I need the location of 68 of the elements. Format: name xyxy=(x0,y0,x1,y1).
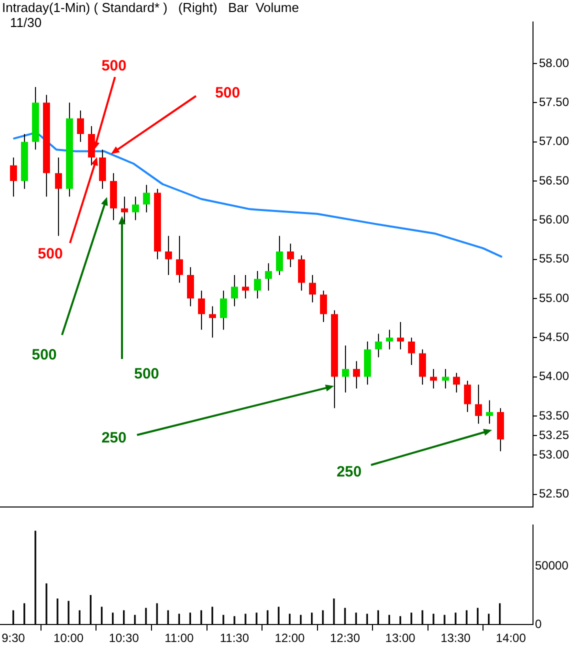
candlestick xyxy=(209,306,216,338)
candlestick xyxy=(231,274,238,307)
candlestick xyxy=(397,321,404,350)
y-tick-label: 56.00 xyxy=(539,212,570,226)
candlestick xyxy=(88,126,95,166)
annotation: 500 xyxy=(215,84,240,102)
y-tick-label: 50000 xyxy=(535,558,569,572)
annotation: 500 xyxy=(134,366,160,383)
y-tick-label: 0 xyxy=(535,616,542,631)
candlestick xyxy=(464,380,471,413)
y-tick-label: 53.00 xyxy=(539,447,570,462)
y-tick-label: 57.00 xyxy=(539,134,570,148)
x-tick-label: 14:00 xyxy=(496,631,526,646)
candlestick xyxy=(276,235,283,276)
annotation: 250 xyxy=(336,464,362,481)
candlestick xyxy=(320,290,327,322)
x-tick-label: 13:30 xyxy=(440,631,471,646)
y-tick-label: 54.00 xyxy=(539,369,570,384)
x-tick-label: 10:30 xyxy=(108,631,140,646)
y-tick-label: 55.00 xyxy=(539,290,570,305)
x-tick-label: 12:30 xyxy=(330,631,360,646)
candlestick xyxy=(475,384,482,424)
candlestick xyxy=(419,348,426,386)
candlestick xyxy=(220,290,227,330)
candlestick xyxy=(254,270,261,299)
candlestick xyxy=(77,110,84,142)
candlestick xyxy=(486,400,493,424)
candlestick xyxy=(143,184,150,213)
candlestick xyxy=(298,254,305,292)
x-tick-label: 10:00 xyxy=(54,631,84,646)
candlestick xyxy=(342,344,349,393)
x-tick-label: 11:00 xyxy=(164,631,194,646)
candlestick xyxy=(265,262,272,292)
candlestick xyxy=(386,329,393,350)
candlestick xyxy=(375,333,382,358)
y-tick-label: 53.25 xyxy=(539,428,570,442)
candlestick xyxy=(198,290,205,330)
annotation: 11/30 xyxy=(10,15,42,30)
y-tick-label: 52.50 xyxy=(539,486,570,501)
candlestick xyxy=(55,156,62,236)
candlestick xyxy=(353,360,360,390)
candlestick xyxy=(165,235,172,276)
candlestick xyxy=(176,235,183,284)
y-tick-label: 58.00 xyxy=(539,56,570,70)
y-tick-label: 57.50 xyxy=(539,94,570,109)
y-tick-label: 54.50 xyxy=(539,330,570,344)
candlestick xyxy=(187,266,194,307)
annotation: 250 xyxy=(101,430,126,447)
x-tick-label: 13:00 xyxy=(385,631,416,646)
x-tick-label: 9:30 xyxy=(2,631,26,646)
candlestick xyxy=(132,196,139,221)
annotation: 500 xyxy=(38,246,63,263)
candlestick xyxy=(287,243,294,268)
candlestick xyxy=(10,156,17,198)
chart-title: Intraday(1-Min) ( Standard* ) (Right) Bar Volume xyxy=(2,0,299,15)
annotation: 500 xyxy=(101,57,126,74)
candlestick xyxy=(453,372,460,393)
candlestick xyxy=(242,274,249,299)
candlestick xyxy=(408,337,415,366)
candlestick xyxy=(99,149,106,190)
annotation: 500 xyxy=(32,346,57,364)
y-tick-label: 56.50 xyxy=(539,173,570,188)
x-tick-label: 12:00 xyxy=(274,631,306,646)
candlestick xyxy=(121,196,128,225)
y-tick-label: 55.50 xyxy=(539,252,570,266)
x-tick-label: 11:30 xyxy=(220,631,250,646)
candlestick xyxy=(309,274,316,303)
y-tick-label: 53.50 xyxy=(539,408,570,422)
